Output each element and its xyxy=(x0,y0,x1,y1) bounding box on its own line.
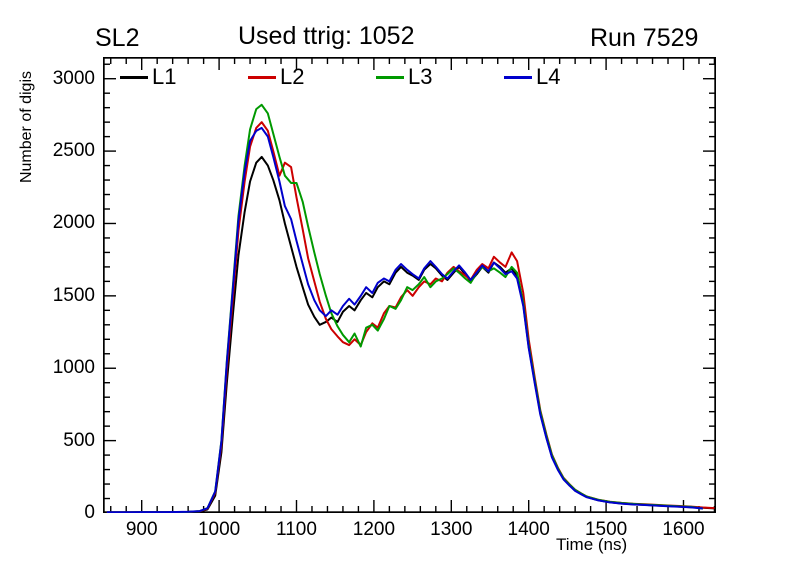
series-line-L2 xyxy=(106,121,715,513)
legend-line-L3 xyxy=(376,76,404,79)
legend-label-L4: L4 xyxy=(536,64,561,89)
sl-label: SL2 xyxy=(95,24,140,52)
y-tick-1000: 1000 xyxy=(52,357,95,379)
legend-line-L4 xyxy=(504,76,532,79)
chart-title: Used ttrig: 1052 xyxy=(238,22,415,50)
plot-area xyxy=(103,57,716,513)
legend-line-L1 xyxy=(120,76,148,79)
x-tick-1000: 1000 xyxy=(197,519,241,540)
x-tick-900: 900 xyxy=(125,519,158,540)
run-label: Run 7529 xyxy=(590,24,699,52)
legend-line-L2 xyxy=(248,76,276,79)
x-tick-1400: 1400 xyxy=(507,519,550,540)
legend-label-L1: L1 xyxy=(152,64,177,89)
y-tick-2500: 2500 xyxy=(52,140,95,162)
y-tick-0: 0 xyxy=(84,502,95,523)
legend-label-L2: L2 xyxy=(280,64,305,89)
y-tick-500: 500 xyxy=(63,429,95,451)
x-tick-1200: 1200 xyxy=(352,519,396,540)
series-line-L4 xyxy=(106,126,703,513)
x-tick-1300: 1300 xyxy=(430,519,473,540)
x-axis-label: Time (ns) xyxy=(556,535,628,554)
series-line-L3 xyxy=(106,103,703,513)
y-tick-3000: 3000 xyxy=(52,67,95,89)
plot-frame xyxy=(103,57,716,513)
y-tick-2000: 2000 xyxy=(52,212,95,234)
x-tick-1100: 1100 xyxy=(276,519,317,540)
y-tick-1500: 1500 xyxy=(52,284,95,306)
legend-label-L3: L3 xyxy=(408,64,433,89)
series-line-L1 xyxy=(106,155,715,513)
y-axis-label: Number of digis xyxy=(18,70,35,184)
x-tick-1600: 1600 xyxy=(662,519,705,540)
x-tick-1500: 1500 xyxy=(584,519,628,540)
